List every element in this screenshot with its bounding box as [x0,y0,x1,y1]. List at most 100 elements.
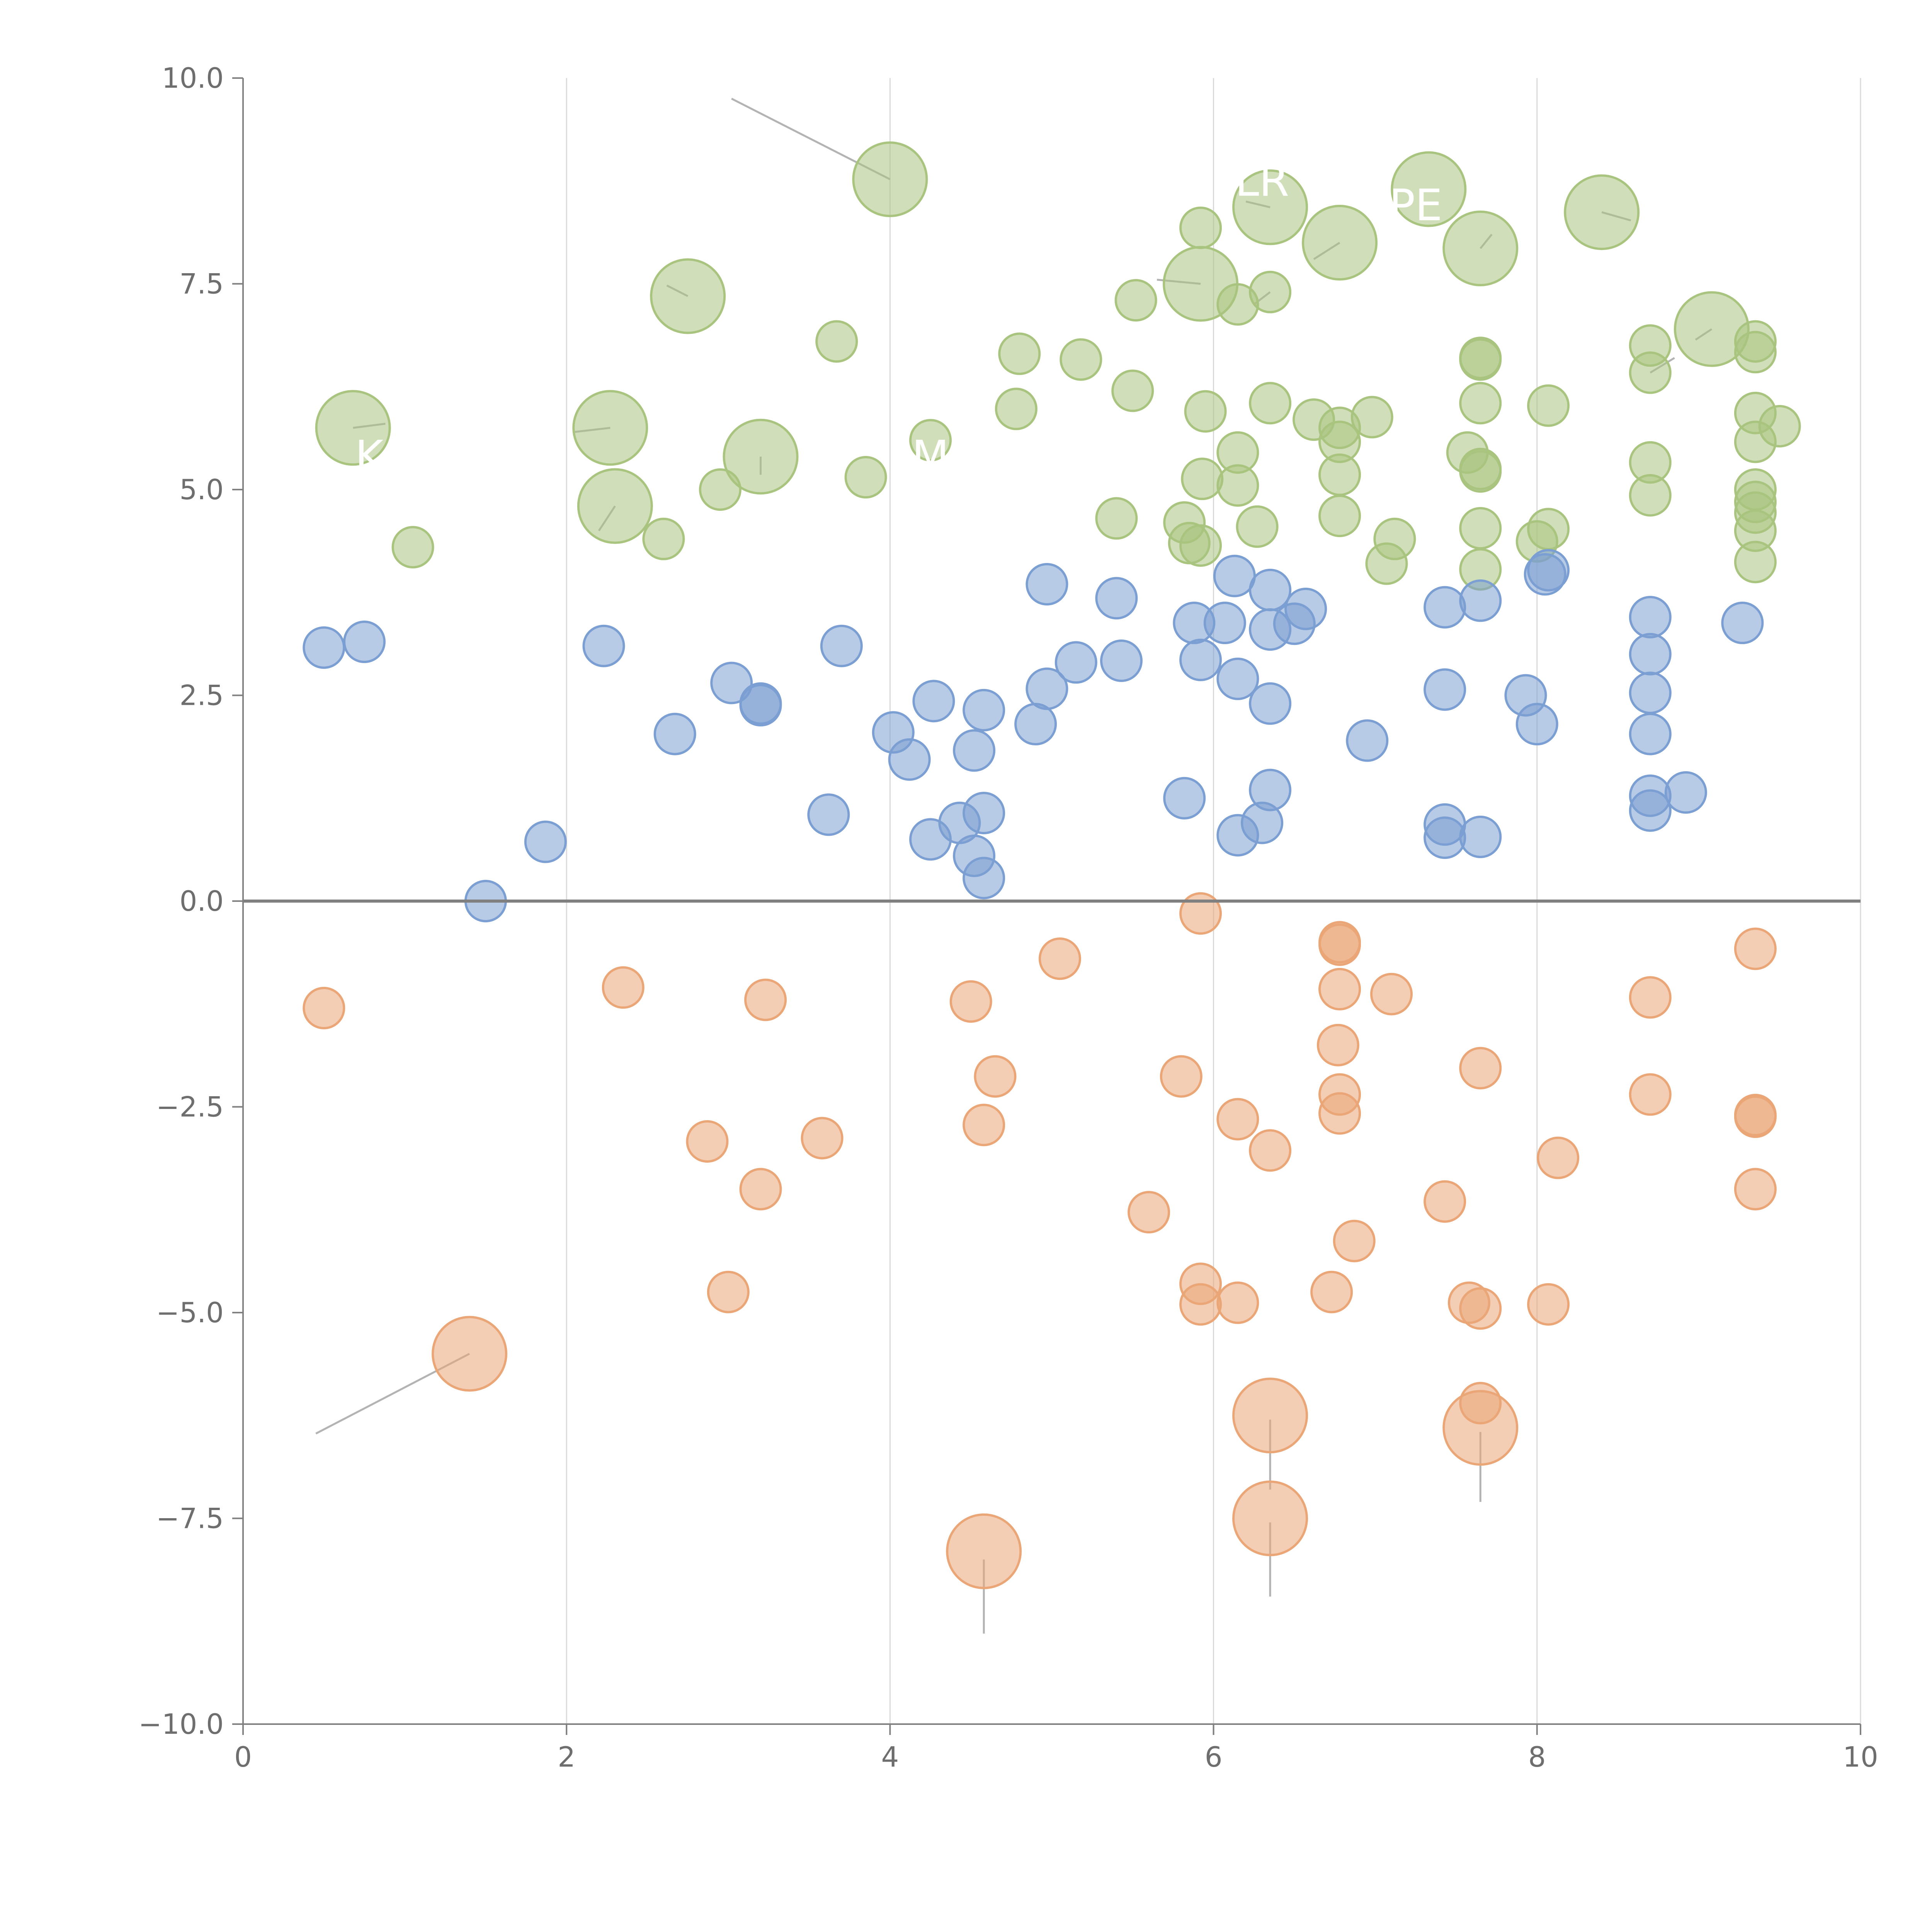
data-point [1163,777,1206,820]
y-tick-label: −10.0 [138,1708,224,1740]
y-tick-label: 7.5 [179,268,224,300]
axes-layer: −10.0 −7.5 −5.0 −2.5 0.0 2.5 5.0 7.5 10.0 0 2 4 6 8 10 [138,62,1878,1773]
data-point [1216,464,1259,507]
data-point [1179,1283,1222,1326]
data-point [707,1270,750,1313]
data-point-large [946,1513,1022,1589]
data-point [1629,713,1672,755]
data-point [1370,973,1413,1015]
data-point [1249,270,1292,313]
data-point [710,662,753,704]
data-point [582,624,625,667]
x-tick-label: 2 [558,1741,575,1773]
data-point-large [577,468,653,544]
data-point [1038,937,1081,980]
data-point [1095,577,1138,620]
data-point-large [1232,169,1308,245]
data-point [1527,549,1570,592]
y-tick-label: −5.0 [156,1296,224,1329]
data-point [1423,1180,1466,1223]
point-label: M [912,432,949,482]
data-point [1249,769,1292,811]
data-point [1026,563,1068,605]
data-point [1664,771,1707,814]
data-point-large [1673,291,1750,367]
y-tick-label: 10.0 [162,62,224,94]
data-point [1629,1073,1672,1116]
data-point [1026,667,1068,710]
data-point [739,1168,782,1211]
data-point [1184,390,1227,433]
data-point [1346,719,1389,762]
data-point [524,820,567,863]
data-point [1236,505,1279,548]
data-point [1459,338,1502,381]
data-point [1459,507,1502,550]
data-point-large [1232,1480,1308,1556]
data-point-large [1564,174,1640,250]
data-point [820,624,863,667]
data-point [1629,633,1672,675]
data-point [1249,568,1292,611]
y-tick-label: 5.0 [179,473,224,506]
data-point [1179,638,1222,681]
data-point [953,729,996,772]
data-point [642,517,685,560]
data-point-large [723,418,799,495]
data-point [1537,1136,1580,1179]
data-point-large [1163,246,1239,322]
data-point [1459,1287,1502,1330]
data-point [1181,457,1224,500]
data-point [1060,338,1102,381]
point-labels: LR PE M K [355,156,1442,482]
data-point [1459,1047,1502,1090]
data-point [1128,1191,1170,1234]
data-point [1758,405,1801,447]
data-point [963,857,1005,900]
data-point [686,1120,729,1163]
data-point-large [1302,205,1378,281]
data-point [1318,968,1361,1010]
data-point [1734,927,1777,970]
x-tick-label: 8 [1528,1741,1546,1773]
data-point [963,1104,1005,1146]
data-point [1629,789,1672,832]
data-point [343,621,386,663]
data-point-large [315,390,391,466]
data-point [1095,497,1138,540]
data-point [653,713,696,755]
data-point [1316,1024,1359,1066]
x-tick-label: 0 [234,1741,252,1773]
data-point [1459,579,1502,622]
data-point [1249,1129,1292,1172]
data-point [1160,1055,1202,1098]
data-point [801,1117,844,1160]
data-point [1629,976,1672,1019]
data-point [815,320,858,363]
data-point [1423,668,1466,711]
data-point [303,986,345,1029]
data-point [909,419,952,462]
data-point [1111,369,1154,412]
data-point [1100,639,1143,682]
data-point [1527,508,1570,551]
y-tick-label: 0.0 [179,885,224,917]
data-point [1527,1283,1570,1326]
data-point [995,388,1037,430]
data-point [949,980,992,1023]
y-tick-label: −7.5 [156,1502,224,1535]
x-tick-label: 6 [1205,1741,1223,1773]
y-tick-label: −2.5 [156,1091,224,1123]
data-point [1515,703,1558,746]
data-point [963,792,1005,835]
data-point [1284,587,1327,630]
x-tick-label: 4 [881,1741,899,1773]
point-label: LR [1235,156,1289,206]
data-point [1213,554,1256,597]
data-point-large [1442,210,1519,286]
data-point [1249,382,1292,425]
data-point [998,332,1041,375]
data-point-large [572,390,648,466]
data-point [1629,596,1672,639]
data-point [1179,892,1222,935]
